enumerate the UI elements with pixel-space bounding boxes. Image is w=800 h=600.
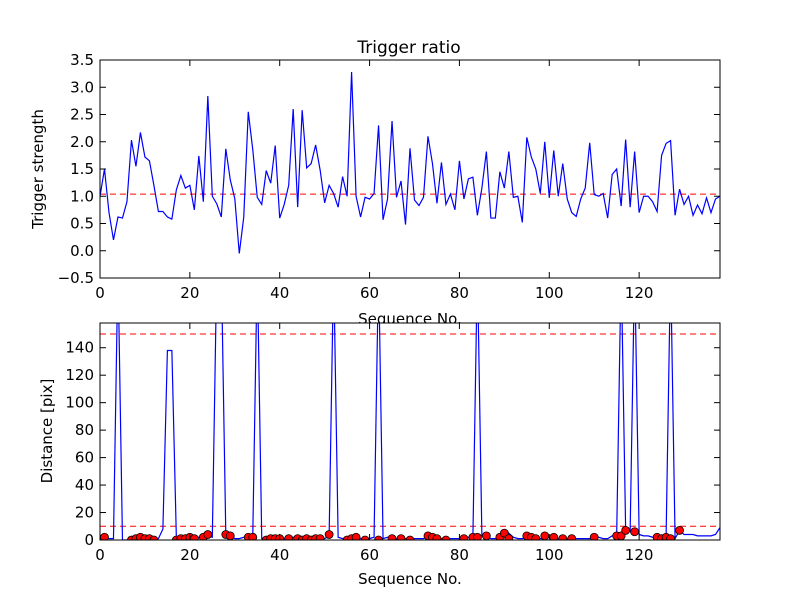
data-marker <box>621 525 631 535</box>
x-tick-label: 80 <box>450 546 469 564</box>
data-marker <box>351 532 361 540</box>
x-tick-label: 0 <box>95 284 105 302</box>
y-axis-ticks-bottom: 0 20 40 60 80 100 120 140 <box>65 339 720 549</box>
y-tick-label: 2.0 <box>70 133 94 151</box>
plot-frame-bottom <box>99 322 721 541</box>
x-tick-label: 120 <box>625 546 654 564</box>
y-tick-label: 20 <box>75 504 94 522</box>
data-marker <box>531 534 541 540</box>
x-tick-label: 40 <box>270 284 289 302</box>
y-tick-label: 1.0 <box>70 187 94 205</box>
data-marker <box>589 532 599 540</box>
plot-area-top <box>100 60 720 278</box>
x-tick-label: 0 <box>95 546 105 564</box>
chart-title: Trigger ratio <box>356 38 460 58</box>
data-marker <box>441 535 451 540</box>
data-marker <box>203 530 213 539</box>
data-marker <box>630 527 640 537</box>
x-axis-ticks-bottom: 0 20 40 60 80 100 120 <box>95 323 653 564</box>
data-marker <box>558 534 568 540</box>
x-tick-label: 60 <box>360 546 379 564</box>
data-marker <box>504 534 514 540</box>
data-marker <box>396 534 406 540</box>
x-tick-label: 100 <box>535 284 564 302</box>
x-tick-label: 120 <box>625 284 654 302</box>
data-marker <box>225 531 235 540</box>
y-tick-label: 40 <box>75 476 94 494</box>
x-axis-ticks-top: 0 20 40 60 80 100 120 <box>95 60 653 302</box>
y-tick-label: 3.5 <box>70 51 94 69</box>
y-axis-ticks-top: −0.5 0.0 0.5 1.0 1.5 2.0 2.5 3.0 3.5 <box>58 51 720 287</box>
y-tick-label: 140 <box>65 339 94 357</box>
y-tick-label: 80 <box>75 421 94 439</box>
y-tick-label: 0.5 <box>70 215 94 233</box>
y-tick-label: −0.5 <box>58 269 94 287</box>
data-marker <box>472 532 482 540</box>
data-marker <box>315 534 325 540</box>
data-marker <box>567 534 577 540</box>
data-marker <box>675 525 684 535</box>
y-tick-label: 3.0 <box>70 78 94 96</box>
x-tick-label: 80 <box>450 284 469 302</box>
data-marker <box>374 535 383 540</box>
x-tick-label: 60 <box>360 284 379 302</box>
plot-area-bottom <box>100 323 720 540</box>
y-tick-label: 0 <box>84 531 94 549</box>
data-marker <box>405 535 415 540</box>
y-tick-label: 120 <box>65 366 94 384</box>
data-marker <box>324 530 334 539</box>
data-marker <box>481 531 491 540</box>
data-marker <box>666 534 675 540</box>
y-axis-label-bottom: Distance [pix] <box>38 379 56 484</box>
data-marker <box>432 534 442 540</box>
data-marker <box>387 534 397 540</box>
y-tick-label: 100 <box>65 394 94 412</box>
y-tick-label: 1.5 <box>70 160 94 178</box>
data-marker <box>248 532 258 540</box>
y-tick-label: 0.0 <box>70 242 94 260</box>
y-axis-label-top: Trigger strength <box>29 109 47 230</box>
x-tick-label: 100 <box>535 546 564 564</box>
marker-group <box>100 525 684 540</box>
y-tick-label: 60 <box>75 449 94 467</box>
x-tick-label: 20 <box>180 284 199 302</box>
data-marker <box>284 534 294 540</box>
x-tick-label: 40 <box>270 546 289 564</box>
series-line-top <box>99 71 721 254</box>
chart-distance: 0 20 40 60 80 100 120 0 20 40 60 80 100 120 140 Seque… <box>38 322 721 588</box>
data-marker <box>540 531 550 540</box>
y-tick-label: 2.5 <box>70 106 94 124</box>
x-axis-label-bottom: Sequence No. <box>358 570 462 588</box>
x-tick-label: 20 <box>180 546 199 564</box>
data-marker <box>149 535 159 540</box>
chart-trigger-ratio: Trigger ratio 0 20 40 60 80 100 120 −0.5 0.0 0.5… <box>29 38 721 328</box>
data-marker <box>360 535 370 540</box>
